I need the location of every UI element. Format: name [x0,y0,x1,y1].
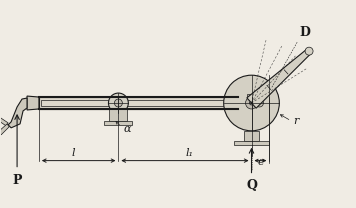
Text: l: l [72,148,75,158]
Text: D: D [299,26,310,39]
Circle shape [305,47,313,55]
Circle shape [246,97,257,109]
Text: Q: Q [246,180,257,192]
Polygon shape [8,98,27,128]
Text: α: α [124,124,131,134]
Polygon shape [105,121,132,125]
Polygon shape [244,131,260,141]
Circle shape [224,75,279,131]
Circle shape [109,93,128,113]
Text: l₁: l₁ [186,148,194,158]
Text: r: r [293,116,299,126]
Polygon shape [247,94,256,97]
Polygon shape [247,49,311,108]
Polygon shape [39,97,237,109]
Polygon shape [0,117,8,126]
Polygon shape [109,109,127,121]
Circle shape [256,99,263,107]
Polygon shape [234,141,269,145]
Polygon shape [0,124,9,135]
Circle shape [250,101,253,105]
Circle shape [114,99,122,107]
Text: P: P [12,173,22,187]
Text: e: e [257,157,264,167]
Polygon shape [27,96,39,110]
